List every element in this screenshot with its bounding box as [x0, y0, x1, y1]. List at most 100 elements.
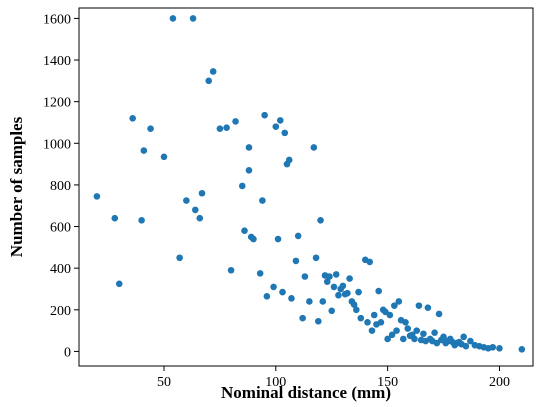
- scatter-point: [328, 307, 336, 315]
- scatter-point: [301, 273, 309, 280]
- scatter-point: [241, 227, 248, 235]
- scatter-point: [310, 144, 318, 151]
- scatter-point: [209, 68, 217, 75]
- scatter-point: [420, 330, 427, 338]
- scatter-point: [140, 147, 148, 154]
- scatter-point: [129, 115, 136, 122]
- scatter-point: [489, 343, 497, 351]
- y-tick-label: 1600: [43, 12, 71, 27]
- y-tick-label: 600: [50, 221, 71, 236]
- scatter-point: [276, 117, 284, 124]
- scatter-point: [191, 206, 199, 214]
- scatter-point: [353, 306, 360, 314]
- scatter-point: [346, 275, 353, 282]
- scatter-point: [415, 302, 423, 309]
- scatter-point: [323, 278, 331, 286]
- scatter-point: [232, 118, 239, 125]
- scatter-point: [384, 335, 391, 343]
- scatter-point: [138, 217, 145, 224]
- scatter-point: [227, 266, 235, 274]
- scatter-point: [364, 318, 371, 326]
- scatter-point: [306, 298, 313, 305]
- y-tick-label: 0: [64, 345, 71, 360]
- scatter-point: [238, 182, 246, 190]
- scatter-point: [183, 197, 190, 204]
- scatter-point: [440, 333, 447, 341]
- scatter-point: [270, 283, 277, 291]
- scatter-point: [431, 329, 438, 336]
- scatter-point: [370, 311, 378, 319]
- scatter-point: [319, 298, 327, 305]
- x-tick-label: 50: [157, 375, 171, 390]
- scatter-point: [250, 235, 257, 243]
- scatter-point: [263, 292, 271, 300]
- scatter-point: [245, 144, 253, 151]
- scatter-point: [467, 337, 474, 345]
- scatter-point: [368, 327, 376, 334]
- scatter-point: [339, 282, 347, 290]
- scatter-point: [344, 289, 351, 297]
- x-axis: 50 100 150 200: [157, 366, 510, 390]
- scatter-point: [299, 314, 306, 322]
- scatter-point: [462, 342, 470, 350]
- scatter-point: [355, 288, 362, 296]
- scatter-point: [312, 254, 320, 262]
- scatter-point: [496, 345, 503, 352]
- scatter-point: [205, 77, 213, 85]
- scatter-point: [93, 193, 101, 200]
- y-axis-title: Number of samples: [7, 116, 26, 257]
- scatter-point: [386, 311, 394, 319]
- scatter-point: [216, 125, 224, 133]
- scatter-point: [375, 287, 382, 295]
- scatter-point: [288, 295, 295, 302]
- scatter-point: [111, 214, 119, 222]
- y-tick-label: 1400: [43, 54, 71, 69]
- scatter-point: [292, 257, 300, 265]
- scatter-point: [366, 258, 374, 266]
- y-tick-label: 1000: [43, 137, 71, 152]
- x-axis-title: Nominal distance (mm): [221, 383, 391, 402]
- scatter-point: [395, 298, 403, 305]
- scatter-point: [332, 271, 340, 278]
- scatter-point: [377, 318, 385, 326]
- scatter-point: [326, 273, 333, 280]
- scatter-point: [196, 214, 204, 222]
- scatter-point: [259, 197, 266, 204]
- scatter-point: [285, 156, 293, 164]
- scatter-point: [350, 301, 358, 308]
- scatter-point: [279, 288, 286, 296]
- scatter-point: [411, 335, 418, 343]
- scatter-point: [245, 167, 253, 174]
- scatter-point: [315, 317, 322, 325]
- scatter-point: [223, 124, 230, 131]
- y-tick-label: 800: [50, 179, 71, 194]
- scatter-point: [256, 270, 264, 277]
- data-points: [93, 15, 526, 353]
- x-tick-label: 200: [489, 375, 510, 390]
- plot-area-frame: [78, 7, 534, 367]
- y-tick-label: 400: [50, 262, 71, 277]
- scatter-point: [435, 310, 443, 318]
- scatter-point: [176, 254, 183, 262]
- scatter-point: [413, 327, 421, 334]
- scatter-point: [281, 129, 289, 137]
- scatter-point: [272, 123, 280, 130]
- x-tick-label: 150: [377, 375, 398, 390]
- scatter-point: [402, 318, 409, 326]
- scatter-point: [330, 283, 338, 291]
- y-tick-label: 200: [50, 304, 71, 319]
- scatter-point: [357, 314, 365, 322]
- scatter-point: [115, 280, 123, 288]
- scatter-point: [189, 15, 197, 22]
- scatter-point: [198, 189, 206, 197]
- scatter-point: [317, 217, 324, 224]
- scatter-point: [160, 153, 168, 161]
- scatter-point: [147, 125, 154, 133]
- scatter-point: [393, 327, 400, 334]
- scatter-point: [261, 111, 268, 119]
- scatter-point: [424, 304, 432, 312]
- scatter-point: [274, 235, 282, 243]
- scatter-point: [518, 346, 526, 353]
- scatter-point: [169, 15, 177, 22]
